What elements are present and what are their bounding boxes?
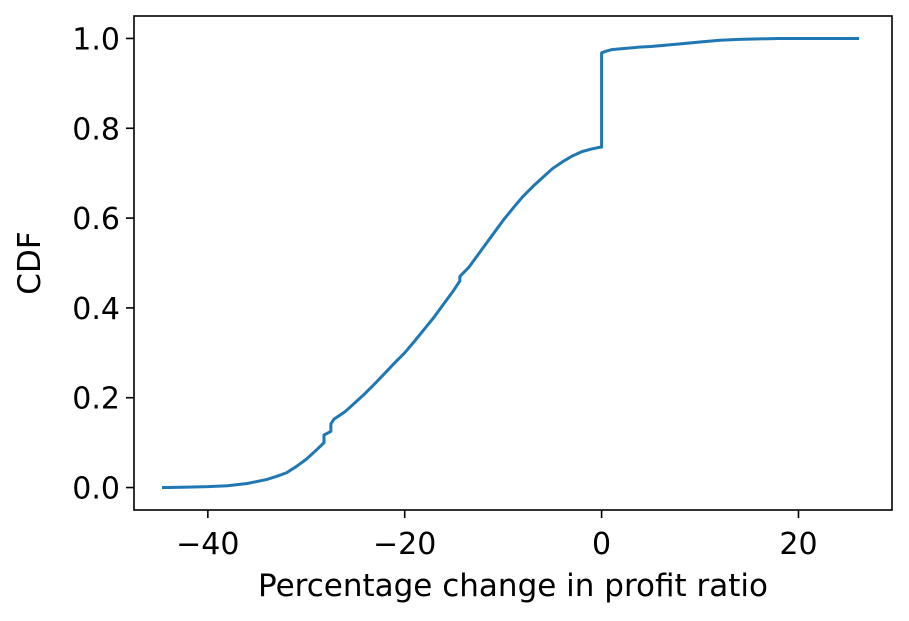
y-tick-label: 1.0 bbox=[72, 22, 120, 57]
cdf-series-line bbox=[162, 36, 860, 490]
y-tick-label: 0.4 bbox=[72, 292, 120, 327]
x-tick-label: −20 bbox=[373, 527, 436, 562]
x-tick-label: −40 bbox=[176, 527, 239, 562]
y-tick-label: 0.2 bbox=[72, 382, 120, 417]
y-tick-label: 0.6 bbox=[72, 202, 120, 237]
x-tick-label: 20 bbox=[779, 527, 817, 562]
x-axis-label: Percentage change in profit ratio bbox=[258, 568, 768, 604]
y-tick-label: 0.8 bbox=[72, 112, 120, 147]
x-axis-ticks: −40 −20 0 20 bbox=[176, 510, 818, 562]
y-axis-label: CDF bbox=[12, 231, 48, 294]
plot-frame bbox=[133, 15, 893, 511]
y-axis-ticks: 0.0 0.2 0.4 0.6 0.8 1.0 bbox=[72, 22, 134, 507]
y-tick-label: 0.0 bbox=[72, 472, 120, 507]
x-tick-label: 0 bbox=[592, 527, 611, 562]
series-layer bbox=[162, 36, 860, 490]
